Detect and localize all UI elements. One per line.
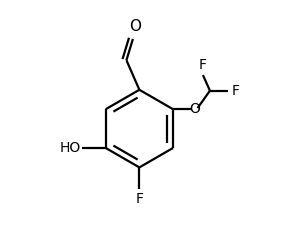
Text: F: F bbox=[199, 58, 207, 72]
Text: F: F bbox=[231, 84, 239, 98]
Text: O: O bbox=[189, 102, 200, 116]
Text: HO: HO bbox=[59, 141, 81, 155]
Text: O: O bbox=[129, 19, 141, 34]
Text: F: F bbox=[136, 192, 143, 206]
